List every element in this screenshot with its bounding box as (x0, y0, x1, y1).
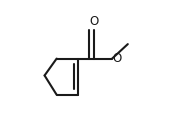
Text: O: O (113, 52, 122, 65)
Text: O: O (89, 15, 99, 28)
